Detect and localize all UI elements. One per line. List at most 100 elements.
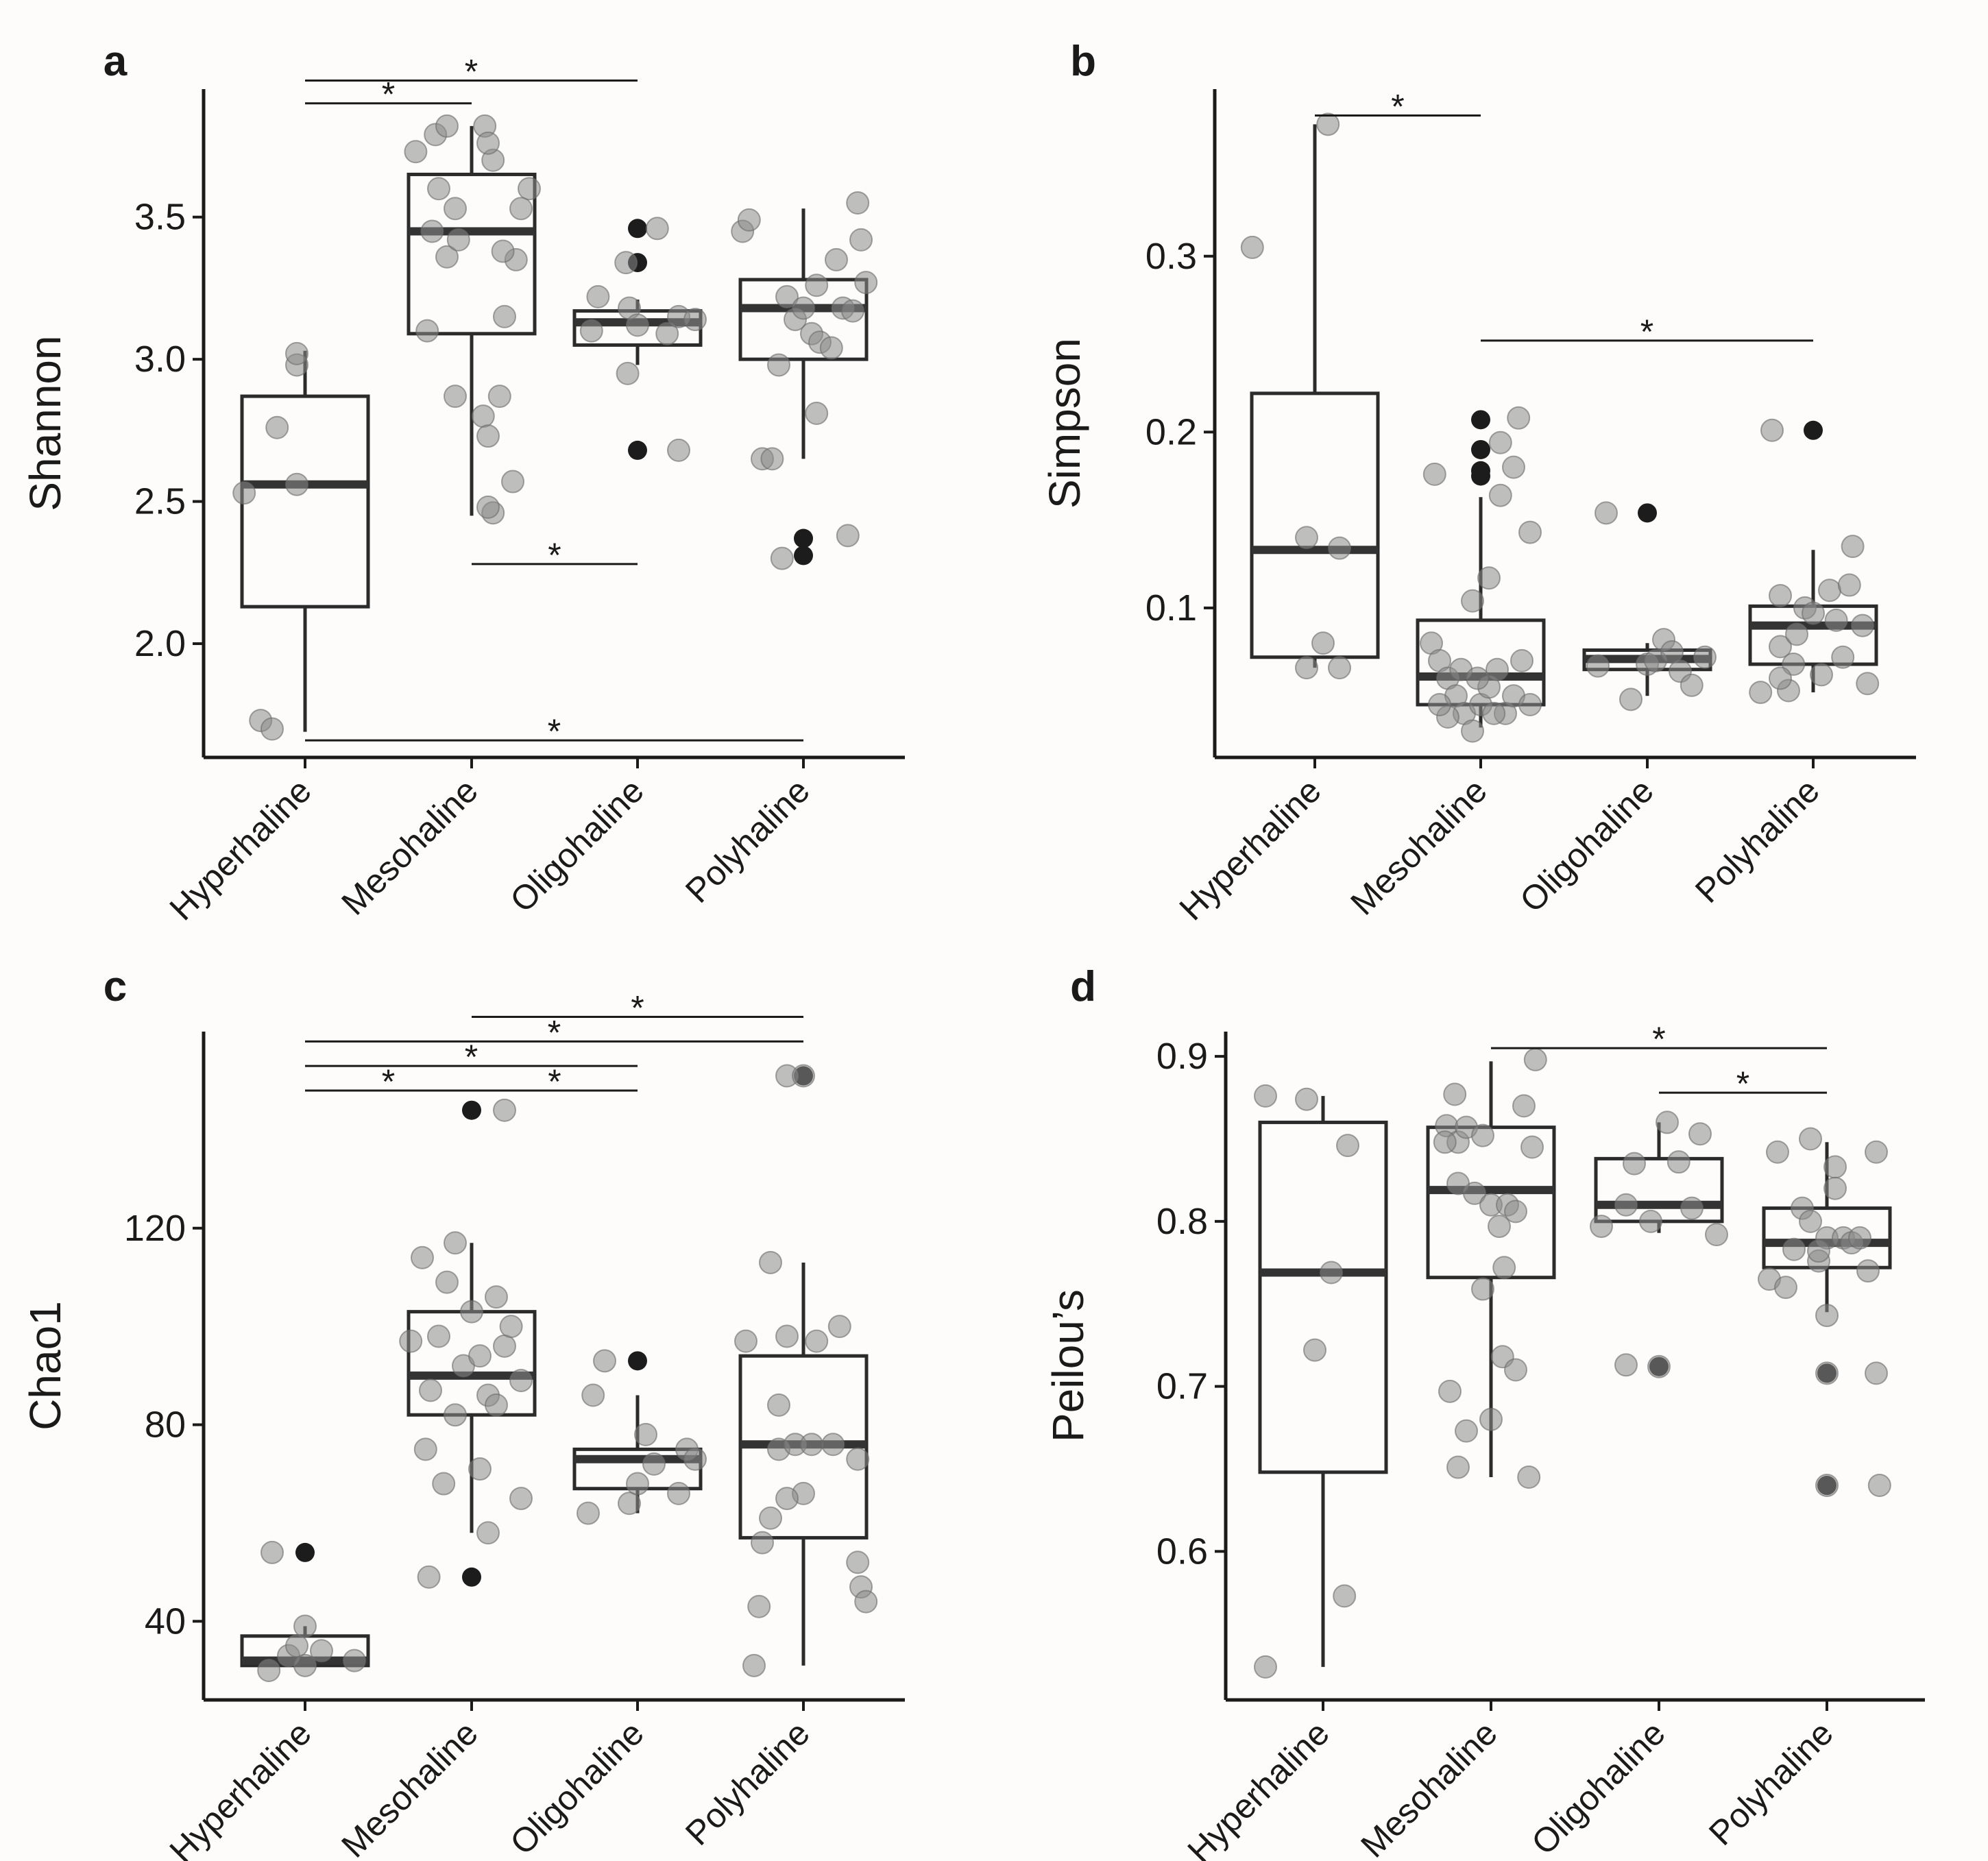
outlier-point — [1471, 466, 1490, 486]
significance-star: * — [1391, 87, 1404, 125]
y-tick-label: 120 — [124, 1208, 186, 1249]
data-point — [579, 319, 603, 343]
data-point — [293, 1653, 317, 1677]
outlier-point — [295, 1542, 315, 1562]
y-axis-label: Simpson — [1040, 338, 1089, 509]
significance-star: * — [548, 536, 561, 574]
data-point — [1295, 1087, 1318, 1111]
data-point — [1666, 1150, 1690, 1174]
data-point — [444, 197, 467, 221]
data-point — [841, 299, 864, 323]
significance-star: * — [548, 1062, 561, 1101]
data-point — [1831, 645, 1855, 669]
significance-star: * — [465, 53, 478, 91]
data-point — [1428, 693, 1451, 717]
data-point — [1461, 589, 1484, 613]
data-point — [399, 1329, 423, 1353]
data-point — [1807, 1239, 1830, 1263]
data-point — [493, 304, 516, 328]
x-tick-label-oligohaline: Oligohaline — [502, 1714, 651, 1861]
data-point — [420, 219, 444, 243]
panel-letter: a — [104, 38, 128, 85]
data-point — [1693, 645, 1717, 669]
data-point — [1466, 666, 1490, 690]
significance-bracket: * — [472, 536, 638, 574]
data-point — [1486, 657, 1509, 681]
interquartile-box — [1258, 1120, 1388, 1474]
data-point — [1818, 579, 1841, 603]
data-point — [1769, 583, 1792, 607]
x-tick-label-mesohaline: Mesohaline — [1343, 771, 1494, 922]
data-point — [1488, 430, 1512, 454]
y-tick-label: 0.9 — [1156, 1036, 1208, 1077]
box-oligohaline — [1594, 1122, 1724, 1376]
y-tick-label: 3.0 — [134, 339, 186, 380]
outlier-point — [1471, 410, 1490, 430]
data-point — [846, 1447, 870, 1471]
data-point — [509, 1487, 533, 1511]
x-tick-label-hyperhaline: Hyperhaline — [162, 771, 319, 927]
significance-bracket: * — [305, 75, 472, 114]
interquartile-box — [738, 278, 869, 361]
data-point — [404, 140, 428, 164]
data-point — [1815, 1361, 1839, 1385]
outlier-point — [1804, 420, 1823, 440]
data-point — [1328, 656, 1351, 680]
data-point — [1482, 701, 1506, 725]
data-point — [614, 251, 638, 275]
outlier-point — [462, 1567, 481, 1587]
data-point — [751, 1531, 774, 1555]
data-point — [446, 228, 470, 252]
x-tick-label-polyhaline: Polyhaline — [1701, 1714, 1841, 1853]
box-hyperhaline — [240, 350, 370, 732]
significance-bracket: * — [305, 1038, 638, 1076]
data-point — [1823, 1155, 1847, 1179]
data-point — [1520, 1135, 1544, 1159]
x-tick-label-hyperhaline: Hyperhaline — [1172, 771, 1329, 927]
data-point — [825, 247, 848, 271]
data-point — [1851, 613, 1874, 637]
x-tick-label-oligohaline: Oligohaline — [1512, 771, 1660, 919]
data-point — [485, 1285, 508, 1309]
data-point — [1639, 1209, 1662, 1233]
data-point — [618, 1492, 641, 1516]
data-point — [1856, 672, 1880, 696]
panel-c-chao1: c Chao1 40 80 120 Hyperhaline Mesohaline Oligoh… — [21, 963, 905, 1861]
outlier-point — [628, 440, 647, 460]
data-point — [836, 524, 860, 548]
data-point — [819, 336, 843, 360]
x-tick-label-hyperhaline: Hyperhaline — [162, 1714, 319, 1861]
data-point — [509, 1369, 533, 1393]
data-point — [642, 1452, 666, 1476]
data-point — [1311, 631, 1335, 655]
data-point — [626, 1472, 649, 1496]
significance-bracket: * — [1315, 87, 1481, 125]
data-point — [493, 1334, 516, 1358]
significance-star: * — [548, 1013, 561, 1051]
significance-star: * — [382, 75, 395, 114]
panel-d-peilous: d Peilou’s 0.6 0.7 0.8 0.9 Hyperhaline Mesohali… — [1043, 963, 1925, 1861]
x-tick-label-oligohaline: Oligohaline — [1524, 1714, 1672, 1861]
data-point — [1320, 1261, 1343, 1285]
x-tick-label-polyhaline: Polyhaline — [678, 771, 817, 910]
data-point — [1782, 1237, 1806, 1261]
data-point — [775, 284, 799, 308]
data-point — [1815, 1474, 1839, 1498]
data-point — [1688, 1122, 1712, 1146]
data-point — [432, 1472, 456, 1496]
x-tick-label-polyhaline: Polyhaline — [1688, 771, 1827, 910]
data-point — [435, 114, 459, 138]
data-point — [1619, 688, 1642, 711]
data-point — [1769, 635, 1792, 659]
data-point — [1479, 1407, 1503, 1431]
y-axis-label: Shannon — [21, 335, 70, 511]
data-point — [734, 1329, 757, 1353]
data-point — [1433, 1130, 1457, 1154]
y-axis-label: Peilou’s — [1043, 1289, 1093, 1442]
data-point — [1471, 1123, 1494, 1147]
data-point — [1316, 112, 1340, 136]
data-point — [1518, 693, 1542, 717]
data-point — [471, 404, 495, 428]
data-point — [1705, 1223, 1728, 1247]
outlier-point — [794, 528, 813, 548]
